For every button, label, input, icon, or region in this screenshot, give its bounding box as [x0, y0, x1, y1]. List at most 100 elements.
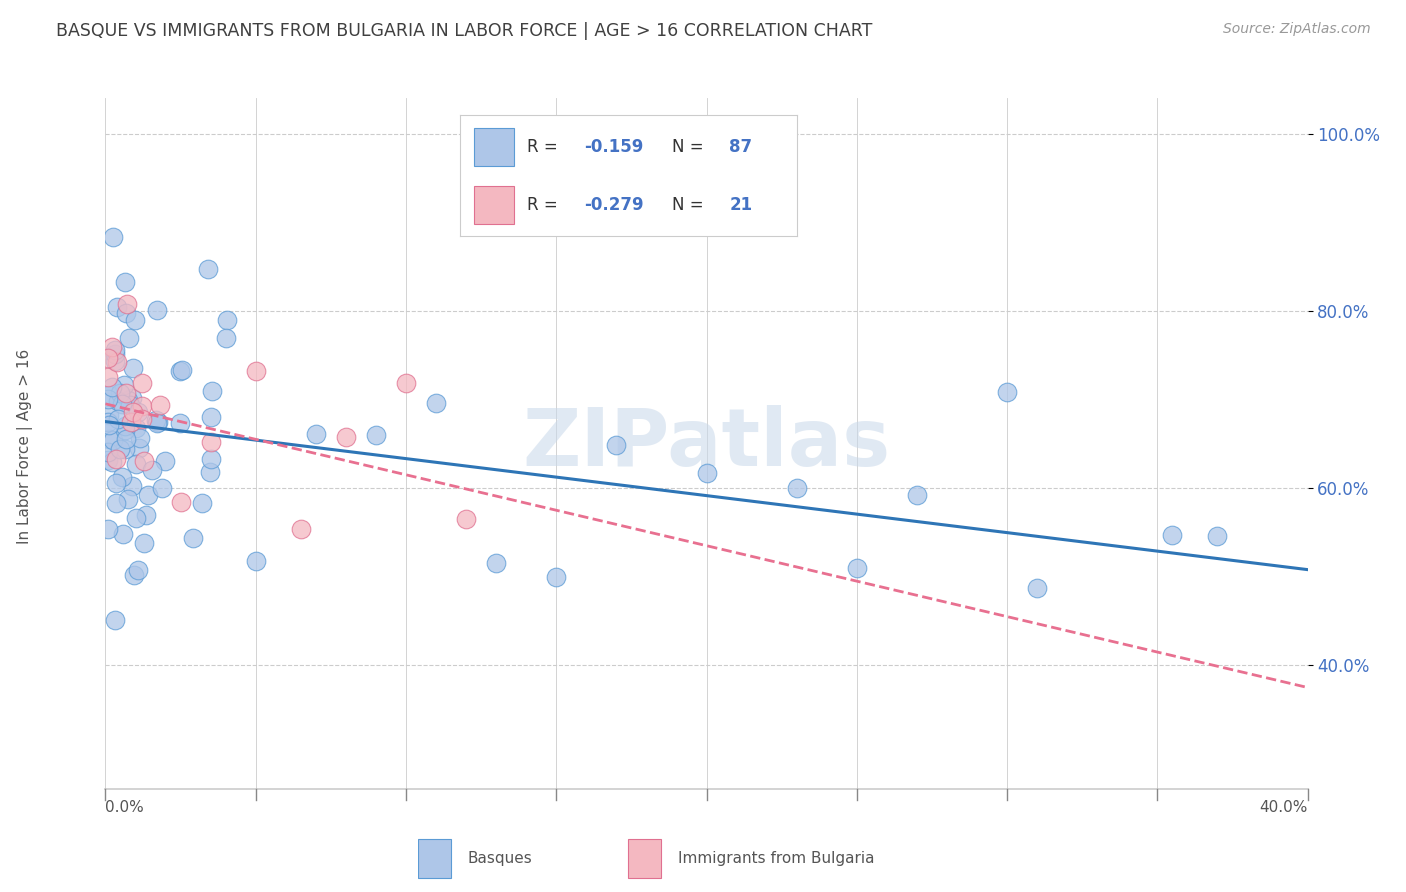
Point	[108, 442, 131, 457]
Point	[114, 419, 136, 434]
Point	[127, 563, 149, 577]
Point	[97, 522, 120, 536]
Point	[995, 385, 1018, 400]
Point	[117, 491, 139, 506]
Point	[104, 343, 127, 357]
Point	[125, 458, 148, 472]
Point	[115, 297, 138, 311]
Point	[132, 536, 155, 550]
Point	[786, 481, 808, 495]
Text: Source: ZipAtlas.com: Source: ZipAtlas.com	[1223, 22, 1371, 37]
Point	[605, 438, 627, 452]
Point	[122, 567, 145, 582]
Point	[215, 312, 238, 326]
Point	[120, 415, 142, 429]
Point	[129, 431, 152, 445]
Point	[905, 488, 928, 502]
Point	[170, 363, 193, 377]
Point	[124, 312, 146, 326]
Point	[101, 341, 124, 355]
Text: BASQUE VS IMMIGRANTS FROM BULGARIA IN LABOR FORCE | AGE > 16 CORRELATION CHART: BASQUE VS IMMIGRANTS FROM BULGARIA IN LA…	[56, 22, 873, 40]
Point	[364, 428, 387, 442]
Point	[117, 392, 139, 407]
Point	[114, 275, 136, 289]
Point	[125, 511, 148, 525]
Point	[201, 384, 224, 398]
Point	[169, 417, 191, 431]
Point	[112, 378, 135, 392]
Point	[97, 452, 120, 467]
Point	[121, 391, 143, 405]
Point	[214, 331, 236, 345]
Point	[485, 556, 508, 570]
Point	[114, 423, 136, 437]
Point	[100, 380, 122, 394]
Point	[105, 300, 128, 314]
Point	[108, 386, 131, 401]
Point	[425, 396, 447, 410]
Point	[145, 413, 167, 427]
Point	[115, 306, 138, 320]
Point	[104, 354, 127, 368]
Point	[98, 417, 121, 432]
Point	[146, 416, 169, 430]
Point	[97, 370, 120, 384]
Point	[114, 386, 136, 401]
Point	[150, 481, 173, 495]
Point	[104, 613, 127, 627]
Text: 40.0%: 40.0%	[1260, 800, 1308, 814]
Point	[115, 432, 138, 446]
Point	[136, 488, 159, 502]
Point	[97, 351, 120, 366]
Point	[105, 355, 128, 369]
Point	[200, 435, 222, 450]
Point	[191, 496, 214, 510]
Point	[198, 466, 221, 480]
Point	[305, 426, 328, 441]
Point	[146, 303, 169, 318]
Point	[845, 561, 868, 575]
Point	[696, 467, 718, 481]
Point	[121, 479, 143, 493]
Point	[104, 476, 127, 491]
Point	[111, 397, 134, 411]
Point	[103, 434, 125, 448]
Point	[148, 398, 170, 412]
Text: In Labor Force | Age > 16: In Labor Force | Age > 16	[17, 349, 34, 543]
Point	[104, 347, 127, 361]
Point	[97, 415, 120, 429]
Point	[111, 469, 134, 483]
Point	[127, 405, 149, 419]
Point	[98, 432, 121, 446]
Point	[101, 455, 124, 469]
Point	[153, 453, 176, 467]
Point	[105, 452, 128, 467]
Point	[1206, 529, 1229, 543]
Point	[169, 364, 191, 378]
Point	[135, 508, 157, 522]
Point	[290, 522, 312, 536]
Point	[245, 364, 267, 378]
Point	[131, 399, 153, 413]
Point	[125, 421, 148, 435]
Point	[141, 463, 163, 477]
Point	[122, 405, 145, 419]
Point	[200, 451, 222, 466]
Point	[395, 376, 418, 390]
Point	[245, 554, 267, 568]
Point	[107, 393, 129, 408]
Point	[128, 442, 150, 456]
Point	[114, 442, 136, 456]
Point	[1026, 581, 1049, 595]
Point	[121, 361, 143, 376]
Point	[97, 444, 120, 458]
Point	[546, 569, 568, 583]
Point	[197, 262, 219, 277]
Point	[107, 411, 129, 425]
Point	[200, 410, 222, 425]
Point	[131, 412, 153, 426]
Point	[97, 392, 120, 407]
Point	[1161, 528, 1184, 542]
Text: ZIPatlas: ZIPatlas	[523, 405, 890, 483]
Point	[148, 415, 170, 429]
